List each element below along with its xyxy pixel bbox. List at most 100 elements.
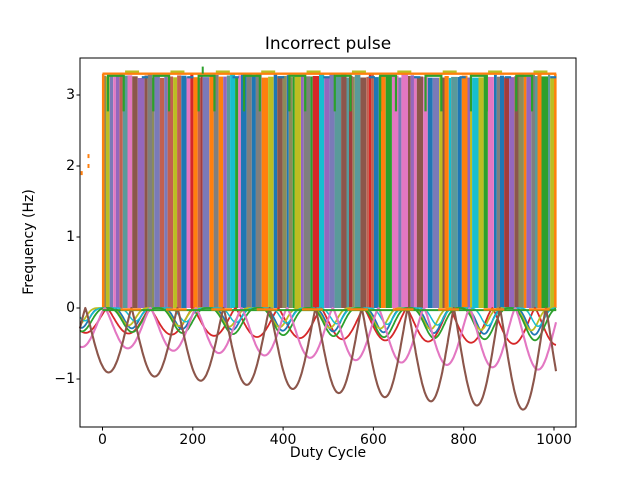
chart-title: Incorrect pulse (264, 34, 392, 54)
y-tick-label: 2 (66, 158, 75, 174)
top-green-cap (424, 74, 443, 112)
x-tick-label: 400 (269, 432, 297, 448)
scallop-curve-pink (79, 306, 558, 371)
top-green-cap (288, 74, 307, 112)
pulse-stripe (366, 76, 369, 309)
pulse-stripe (286, 75, 289, 308)
pulse-stripe (416, 76, 424, 308)
pulse-stripe (173, 77, 178, 308)
pulse-stripe (392, 75, 399, 308)
pulse-stripe (526, 76, 532, 308)
pulse-stripe (334, 74, 342, 309)
pulse-stripe (303, 76, 311, 308)
stray-mark (87, 154, 90, 159)
pulse-stripe (518, 74, 524, 308)
pulse-stripe (451, 76, 458, 309)
pulse-stripe (398, 77, 402, 308)
pulse-stripe (444, 76, 449, 308)
x-tick-label: 800 (450, 432, 478, 448)
pulse-stripe (341, 74, 347, 308)
pulse-stripe (423, 77, 428, 308)
pulse-stripe (177, 75, 182, 309)
pulse-stripe (500, 75, 505, 308)
pulse-stripe (483, 75, 488, 308)
pulse-stripe (535, 76, 538, 308)
pulse-stripe (301, 75, 304, 309)
pulse-stripe (167, 76, 174, 308)
pulse-stripe (223, 76, 227, 308)
pulse-stripe (288, 77, 293, 308)
pulse-stripe (209, 75, 214, 308)
pulse-stripe (273, 73, 278, 308)
pulse-stripe (113, 76, 116, 308)
top-green-cap (197, 74, 216, 112)
pulse-stripe (282, 75, 287, 309)
pulse-stripe (494, 74, 497, 308)
x-tick-label: 1000 (536, 432, 572, 448)
y-tick-label: 0 (66, 300, 75, 316)
pulse-stripe (240, 74, 247, 308)
pulse-stripe (461, 75, 468, 308)
pulse-stripe (509, 77, 515, 308)
pulse-stripe (294, 76, 301, 308)
pulse-stripe (251, 75, 256, 308)
top-green-cap (515, 74, 534, 112)
stray-mark (87, 164, 90, 168)
top-green-cap (379, 74, 398, 112)
pulse-stripe (385, 75, 392, 308)
pulse-stripe (147, 73, 152, 309)
pulse-stripe (548, 74, 551, 308)
pulse-stripe (137, 78, 145, 308)
pulse-stripe (238, 75, 241, 309)
pulse-stripe (470, 74, 473, 309)
pulse-stripe (159, 77, 165, 309)
top-green-cap (152, 74, 171, 112)
pulse-stripe (408, 75, 411, 309)
pulse-stripe (478, 77, 484, 308)
x-tick-label: 600 (360, 432, 387, 448)
pulse-stripe (164, 76, 168, 308)
pulse-stripe (197, 77, 201, 309)
pulse-stripe (106, 76, 110, 309)
pulse-stripe (472, 77, 479, 308)
pulse-stripe (541, 76, 548, 309)
pulse-stripe (230, 73, 236, 309)
pulse-stripe (329, 74, 335, 308)
stray-mark (80, 171, 83, 176)
pulse-stripe (448, 77, 452, 309)
scallop-curve-brown (78, 306, 558, 411)
pulse-stripe (381, 76, 386, 308)
pulse-stripe (514, 76, 519, 308)
pulse-stripe (432, 77, 440, 308)
pulse-stripe (354, 74, 361, 309)
pulse-stripe (523, 75, 527, 308)
pulse-stripe (368, 73, 372, 309)
y-tick-label: 1 (66, 229, 75, 245)
pulse-stripe (349, 75, 353, 309)
pulse-stripe (213, 74, 219, 309)
pulse-stripe (255, 73, 262, 308)
pulse-stripe (319, 74, 325, 308)
y-tick-label: −1 (54, 371, 75, 387)
pulse-stripe (202, 77, 210, 308)
pulse-stripe (413, 76, 417, 308)
pulse-stripe (531, 74, 535, 308)
top-green-cap (469, 74, 488, 112)
pulse-stripe (261, 77, 269, 308)
pulse-stripe (246, 73, 252, 309)
pulse-stripe (410, 75, 414, 308)
pulse-stripe (439, 77, 443, 308)
pulse-stripe (378, 75, 382, 309)
pulse-stripe (457, 77, 462, 308)
pulse-stripe (152, 77, 155, 309)
pulse-stripe (277, 76, 283, 308)
pulse-stripe (537, 74, 542, 308)
x-tick-label: 200 (179, 432, 207, 448)
pulse-stripe (550, 77, 556, 309)
pulse-stripe (360, 77, 367, 308)
pulse-stripe (144, 75, 148, 308)
pulse-stripe (122, 75, 128, 308)
pulse-stripe (119, 73, 123, 308)
pulse-stripe (310, 76, 313, 308)
